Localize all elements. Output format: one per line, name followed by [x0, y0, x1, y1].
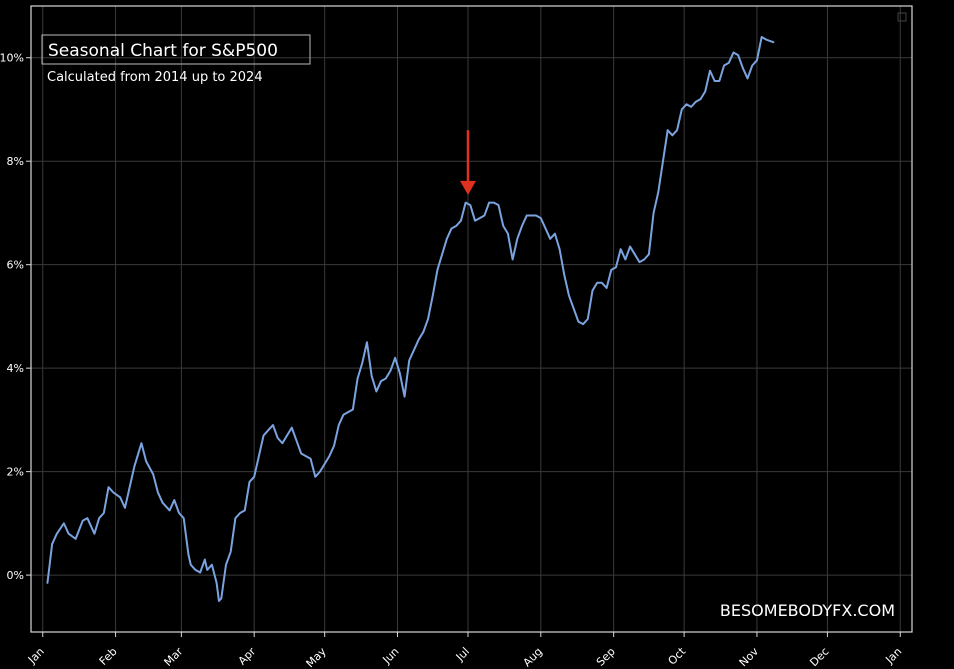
chart-title: Seasonal Chart for S&P500	[48, 41, 278, 61]
title-frame	[41, 34, 311, 65]
arrow-head-icon	[459, 180, 476, 195]
y-tick-label: 10%	[0, 52, 24, 65]
axes	[26, 5, 913, 637]
y-tick-label: 6%	[7, 259, 24, 272]
watermark: BESOMEBODYFX.COM	[720, 601, 895, 620]
chart-subtitle: Calculated from 2014 up to 2024	[47, 70, 263, 85]
series-layer	[46, 36, 775, 602]
corner-box-icon	[897, 12, 907, 22]
y-tick-label: 0%	[7, 569, 24, 582]
y-tick-label: 8%	[7, 155, 24, 168]
grid-lines	[31, 6, 912, 632]
plot-frame	[30, 5, 913, 633]
title-box: Seasonal Chart for S&P500	[41, 34, 311, 65]
annotations	[459, 130, 476, 195]
y-tick-label: 4%	[7, 362, 24, 375]
seasonal-line	[46, 36, 775, 602]
y-tick-label: 2%	[7, 466, 24, 479]
